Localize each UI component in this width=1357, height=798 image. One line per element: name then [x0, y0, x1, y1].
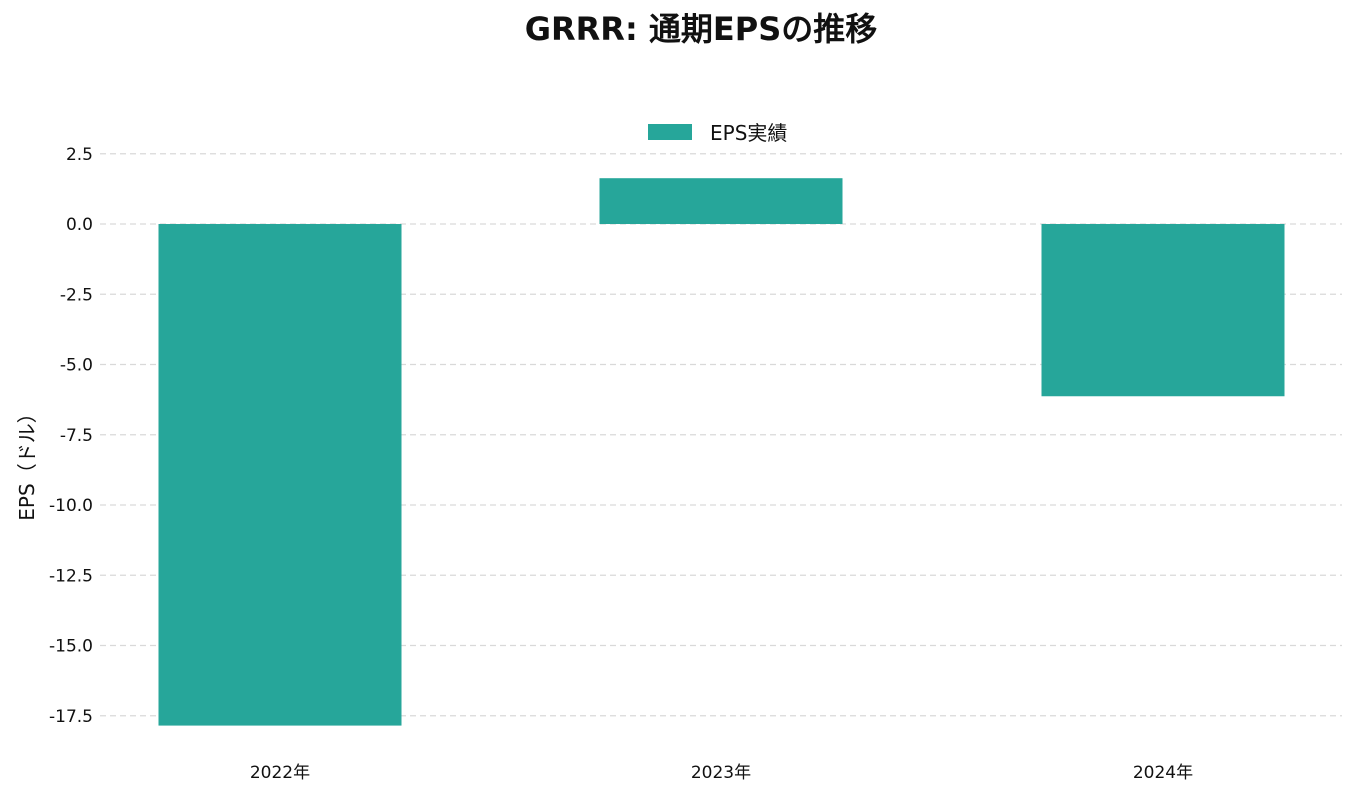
y-tick-label: -15.0 [49, 637, 93, 657]
y-tick-label: -2.5 [60, 285, 93, 305]
y-tick-label: -12.5 [49, 566, 93, 586]
bar-1 [599, 178, 843, 224]
chart-title: GRRR: 通期EPSの推移 [525, 10, 878, 48]
x-tick-label: 2024年 [1133, 763, 1193, 783]
y-tick-label: -5.0 [60, 356, 93, 376]
legend-label: EPS実績 [710, 121, 787, 145]
y-axis-label: EPS（ドル） [15, 403, 39, 520]
bar-2 [1041, 224, 1285, 397]
bar-0 [158, 224, 402, 726]
y-axis-ticks: 2.5 0.0 -2.5 -5.0 -7.5 -10.0 -12.5 -15.0 -17.5 [49, 145, 93, 727]
legend-swatch [648, 124, 692, 140]
x-axis-ticks: 2022年 2023年 2024年 [250, 763, 1193, 783]
y-tick-label: 2.5 [66, 145, 93, 165]
x-tick-label: 2022年 [250, 763, 310, 783]
y-tick-label: -7.5 [60, 426, 93, 446]
y-tick-label: -17.5 [49, 707, 93, 727]
legend: EPS実績 [648, 121, 787, 145]
bars-layer [158, 178, 1285, 726]
y-tick-label: 0.0 [66, 215, 93, 235]
x-tick-label: 2023年 [691, 763, 751, 783]
y-tick-label: -10.0 [49, 496, 93, 516]
